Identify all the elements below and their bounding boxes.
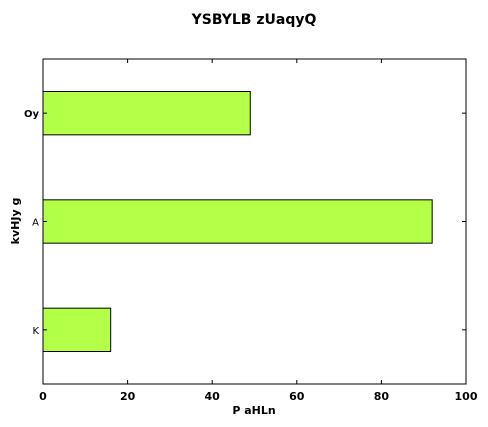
y-tick-label: K [32, 326, 39, 337]
x-tick-label: 0 [39, 390, 47, 403]
chart-title: YSBYLB zUaqyQ [191, 12, 317, 28]
bar-oy [42, 91, 251, 136]
x-tick-label: 80 [374, 390, 390, 403]
y-tick-label: A [32, 218, 39, 229]
x-tick-label: 20 [120, 390, 136, 403]
ticks-group: K A Oy 0 20 40 60 80 100 [24, 59, 478, 403]
x-tick-label: 40 [205, 390, 221, 403]
bar-k [42, 307, 112, 352]
x-axis-label: P aHLn [232, 404, 275, 417]
y-axis-label: kvHJy g [9, 198, 22, 245]
bars-group [42, 91, 433, 352]
x-tick-label: 60 [289, 390, 305, 403]
bar-a [42, 199, 433, 244]
x-tick-label: 100 [455, 390, 478, 403]
y-tick-label: Oy [24, 109, 40, 120]
